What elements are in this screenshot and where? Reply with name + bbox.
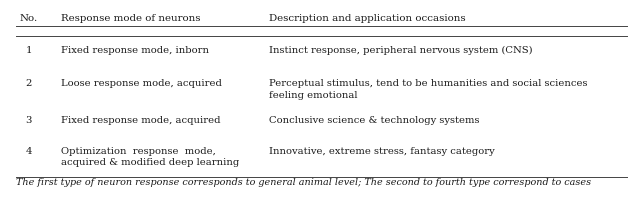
Text: Optimization  response  mode,
acquired & modified deep learning: Optimization response mode, acquired & m… — [61, 147, 239, 167]
Text: Loose response mode, acquired: Loose response mode, acquired — [61, 79, 221, 88]
Text: 3: 3 — [26, 116, 32, 125]
Text: Instinct response, peripheral nervous system (CNS): Instinct response, peripheral nervous sy… — [269, 46, 532, 55]
Text: Description and application occasions: Description and application occasions — [269, 14, 465, 23]
Text: Conclusive science & technology systems: Conclusive science & technology systems — [269, 116, 479, 125]
Text: Fixed response mode, acquired: Fixed response mode, acquired — [61, 116, 220, 125]
Text: Fixed response mode, inborn: Fixed response mode, inborn — [61, 46, 209, 54]
Text: No.: No. — [19, 14, 38, 23]
Text: Response mode of neurons: Response mode of neurons — [61, 14, 200, 23]
Text: 4: 4 — [26, 147, 32, 155]
Text: 1: 1 — [26, 46, 32, 54]
Text: Innovative, extreme stress, fantasy category: Innovative, extreme stress, fantasy cate… — [269, 147, 495, 155]
Text: The first type of neuron response corresponds to general animal level; The secon: The first type of neuron response corres… — [16, 178, 591, 187]
Text: 2: 2 — [26, 79, 32, 88]
Text: Perceptual stimulus, tend to be humanities and social sciences
feeling emotional: Perceptual stimulus, tend to be humaniti… — [269, 79, 588, 100]
